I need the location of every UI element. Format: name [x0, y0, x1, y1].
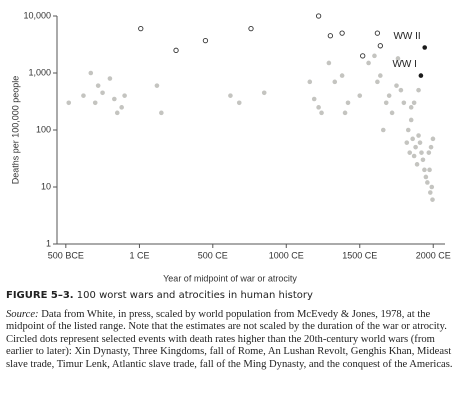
y-tick-label: 1,000: [28, 67, 51, 77]
point: [419, 150, 424, 155]
point: [405, 127, 411, 133]
point: [316, 105, 321, 110]
point: [339, 30, 345, 36]
point: [122, 93, 127, 98]
point: [407, 150, 413, 155]
point: [378, 73, 383, 78]
point: [395, 56, 401, 61]
point: [413, 144, 418, 150]
point: [416, 87, 421, 93]
point: [138, 25, 144, 32]
caption: FIGURE 5–3. 100 worst wars and atrocitie…: [6, 290, 456, 372]
point: [408, 117, 414, 123]
point: [332, 79, 338, 85]
point: [366, 60, 371, 66]
point: [428, 190, 433, 195]
point: [345, 100, 351, 106]
point: [383, 100, 389, 106]
point: [422, 45, 428, 50]
point-label: WW I: [392, 59, 416, 70]
point: [429, 184, 435, 190]
x-tick-label: 500 CE: [198, 250, 228, 260]
figure-caption: FIGURE 5–3. 100 worst wars and atrocitie…: [6, 290, 456, 303]
point: [394, 83, 399, 88]
point: [261, 90, 267, 96]
y-tick-label: 10,000: [23, 10, 51, 20]
point: [88, 70, 94, 76]
point: [427, 167, 432, 173]
chart: Deaths per 100,000 people Year of midpoi…: [10, 10, 451, 283]
point: [377, 43, 383, 49]
point: [319, 110, 324, 116]
point: [159, 110, 164, 116]
point: [389, 110, 395, 116]
point: [112, 96, 117, 102]
point: [425, 180, 430, 185]
source-text: Data from White, in press, scaled by wor…: [6, 308, 453, 370]
figure-label: FIGURE 5–3.: [6, 290, 74, 301]
point: [66, 100, 72, 106]
y-tick-label: 100: [36, 124, 51, 134]
point: [119, 105, 124, 110]
point: [401, 100, 407, 106]
point: [114, 110, 120, 116]
point: [386, 93, 392, 98]
point: [248, 25, 254, 32]
point: [411, 100, 417, 106]
point: [426, 150, 432, 155]
point: [326, 60, 332, 66]
source-note: Source: Data from White, in press, scale…: [6, 309, 456, 372]
point: [173, 47, 179, 53]
point: [417, 140, 423, 145]
point: [430, 197, 435, 202]
point: [428, 144, 434, 150]
point: [418, 73, 424, 78]
point: [339, 73, 345, 78]
point: [327, 33, 334, 39]
point: [315, 13, 322, 19]
point: [375, 79, 380, 85]
point: [100, 90, 105, 96]
point: [398, 87, 404, 93]
point: [202, 37, 209, 44]
point-label: WW II: [393, 31, 420, 42]
point: [404, 140, 410, 145]
point: [154, 83, 160, 88]
point: [95, 83, 101, 88]
y-axis-label: Deaths per 100,000 people: [10, 76, 20, 185]
y-tick-label: 10: [41, 181, 51, 191]
y-tick-label: 1: [46, 238, 51, 248]
x-tick-label: 1000 CE: [269, 250, 304, 260]
point: [411, 153, 417, 159]
point: [422, 167, 427, 173]
point: [420, 157, 426, 163]
point: [107, 76, 113, 81]
point: [307, 79, 313, 85]
point: [416, 133, 421, 138]
point: [92, 100, 98, 106]
point: [374, 30, 381, 36]
x-axis-label: Year of midpoint of war or atrocity: [163, 273, 297, 283]
x-tick-label: 2000 CE: [416, 250, 451, 260]
x-tick-label: 500 BCE: [48, 250, 84, 260]
point: [357, 93, 363, 98]
point: [430, 136, 436, 142]
point: [372, 53, 377, 59]
point: [380, 127, 386, 133]
point: [81, 93, 86, 98]
point: [311, 96, 317, 102]
point: [423, 174, 429, 180]
point: [228, 93, 233, 98]
point: [342, 110, 348, 116]
x-tick-label: 1 CE: [129, 250, 149, 260]
point: [414, 162, 420, 167]
point: [410, 136, 415, 142]
point: [408, 105, 414, 110]
source-label: Source:: [6, 308, 39, 320]
point: [360, 53, 366, 59]
x-tick-label: 1500 CE: [342, 250, 377, 260]
point: [236, 100, 242, 106]
figure-title: 100 worst wars and atrocities in human h…: [76, 290, 313, 301]
